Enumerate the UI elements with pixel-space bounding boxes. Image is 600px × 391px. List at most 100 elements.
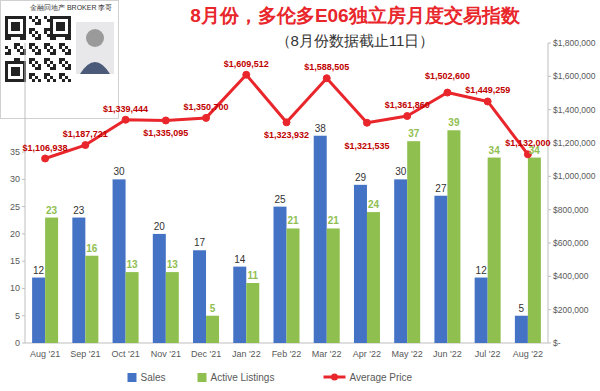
qr-cell [8,16,11,19]
price-label: $1,339,444 [103,104,148,114]
qr-cell [20,34,23,37]
y-tick [22,179,25,180]
bar [447,130,460,343]
bar [528,158,541,343]
chart: 金融回地产 BROKER 李哥8月份，多伦多E06独立房月度交易指数（8月份数据… [0,0,600,391]
qr-cell [32,34,35,37]
y2-tick-label: $- [553,338,561,348]
bar [394,179,407,343]
qr-cell [14,34,17,37]
qr-cell [20,16,23,19]
qr-cell [29,61,32,64]
qr-cell [59,28,62,31]
qr-cell [53,52,56,55]
qr-cell [11,16,14,19]
y2-tick [548,209,551,210]
price-label: $1,361,860 [385,100,430,110]
qr-cell [44,43,47,46]
bar [113,179,126,343]
qr-cell [11,73,14,76]
legend-label: Sales [141,372,166,383]
qr-cell [44,73,47,76]
qr-cell [35,61,38,64]
qr-cell [14,43,17,46]
qr-cell [59,43,62,46]
bar [126,272,139,343]
y-axis-line [25,43,26,343]
price-marker [42,155,49,162]
qr-cell [38,49,41,52]
qr-cell [32,58,35,61]
price-label: $1,335,095 [143,128,188,138]
qr-cell [32,73,35,76]
qr-cell [5,22,8,25]
qr-cell [32,49,35,52]
qr-cell [35,67,38,70]
x-tick-label: Jun '22 [433,349,462,359]
qr-cell [23,19,26,22]
price-marker [404,113,411,120]
qr-cell [50,76,53,79]
y2-tick [548,309,551,310]
qr-cell [47,64,50,67]
bar [246,283,259,343]
bar-label: 12 [33,265,45,276]
qr-cell [20,79,23,82]
qr-cell [17,25,20,28]
y2-tick-label: $1,600,000 [553,71,596,81]
bar [274,207,287,343]
qr-cell [23,28,26,31]
qr-cell [50,16,53,19]
y2-tick-label: $1,200,000 [553,138,596,148]
y2-tick-label: $800,000 [553,205,589,215]
bar [32,278,45,343]
qr-cell [17,16,20,19]
qr-cell [17,49,20,52]
qr-cell [62,25,65,28]
bar-label: 17 [194,237,206,248]
bar [85,256,98,343]
qr-cell [59,46,62,49]
legend-swatch [198,373,207,382]
price-marker [203,114,210,121]
qr-cell [35,22,38,25]
qr-cell [68,28,71,31]
qr-cell [62,34,65,37]
bar [45,218,58,343]
qr-cell [29,16,32,19]
legend-label: Average Price [350,372,413,383]
annotation: 金融回地产 BROKER 李哥 [30,4,112,11]
qr-cell [68,25,71,28]
y-tick-label: 25 [10,202,20,212]
bar-label: 14 [234,254,246,265]
price-marker [122,116,129,123]
bar-label: 30 [114,166,126,177]
qr-cell [11,79,14,82]
qr-cell [35,16,38,19]
qr-cell [65,61,68,64]
y-tick [22,343,25,344]
y2-tick [548,43,551,44]
qr-cell [47,43,50,46]
qr-cell [35,37,38,40]
x-tick-label: Apr '22 [353,349,381,359]
qr-cell [17,43,20,46]
qr-cell [68,16,71,19]
bar-label: 16 [86,243,98,254]
qr-cell [56,22,59,25]
price-marker [243,71,250,78]
qr-cell [11,61,14,64]
qr-cell [11,34,14,37]
qr-cell [56,34,59,37]
x-tick-label: Oct '21 [111,349,139,359]
qr-cell [59,61,62,64]
legend-label: Active Listings [211,372,275,383]
qr-cell [14,73,17,76]
bar [434,196,447,343]
qr-cell [5,19,8,22]
qr-cell [14,79,17,82]
qr-cell [65,37,68,40]
qr-cell [47,49,50,52]
qr-cell [59,16,62,19]
qr-cell [29,58,32,61]
